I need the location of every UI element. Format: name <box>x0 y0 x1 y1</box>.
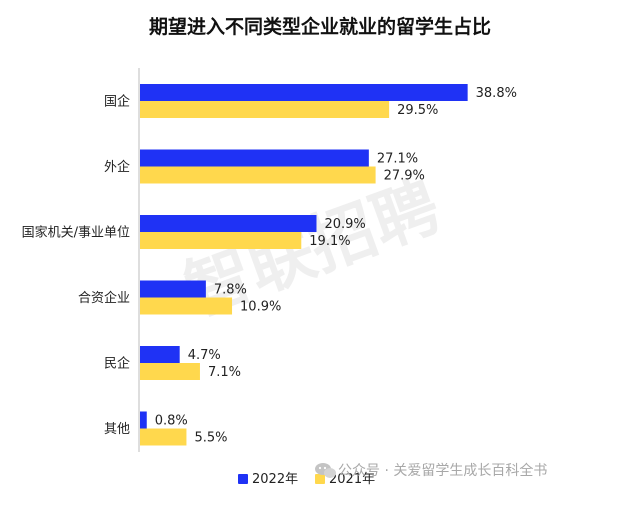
category-label: 外企 <box>104 159 130 175</box>
value-label-2022: 4.7% <box>188 348 221 363</box>
value-label-2022: 7.8% <box>214 283 247 298</box>
bar-2022 <box>140 411 147 429</box>
bar-2022 <box>140 84 468 101</box>
category-label: 合资企业 <box>78 290 130 306</box>
value-label-2021: 27.9% <box>384 169 425 184</box>
footer-source: 公众号 · 关爱留学生成长百科全书 <box>315 462 547 479</box>
legend-label-2022: 2022年 <box>252 472 298 487</box>
chart-title: 期望进入不同类型企业就业的留学生占比 <box>149 15 491 38</box>
bar-2022 <box>140 215 317 232</box>
bar-2022 <box>140 280 206 298</box>
value-label-2021: 29.5% <box>397 103 438 118</box>
value-label-2022: 0.8% <box>155 414 188 429</box>
bar-2021 <box>140 428 187 446</box>
value-label-2022: 38.8% <box>476 86 517 101</box>
legend-swatch-2022 <box>238 474 248 484</box>
bar-2021 <box>140 297 233 315</box>
bar-2021 <box>140 232 302 249</box>
wechat-icon <box>315 463 336 478</box>
value-label-2022: 27.1% <box>377 152 418 167</box>
category-label: 国家机关/事业单位 <box>22 225 130 241</box>
bars-layer <box>140 84 468 446</box>
category-label: 民企 <box>104 356 130 372</box>
value-label-2021: 5.5% <box>194 431 227 446</box>
category-label: 国企 <box>104 94 130 110</box>
legend-swatch-2021 <box>315 474 325 484</box>
bar-2021 <box>140 101 390 118</box>
footer-text: 公众号 · 关爱留学生成长百科全书 <box>338 462 547 479</box>
bar-2021 <box>140 166 376 184</box>
value-labels: 38.8% 29.5% 27.1% 27.9% 20.9% 19.1% 7.8% 10.9% 4… <box>155 86 517 446</box>
legend-label-2021: 2021年 <box>329 472 375 487</box>
legend: 2022年 2021年 <box>238 472 375 487</box>
bar-2021 <box>140 363 200 380</box>
value-label-2022: 20.9% <box>324 217 365 232</box>
value-label-2021: 19.1% <box>309 234 350 249</box>
value-label-2021: 10.9% <box>240 300 281 315</box>
bar-2022 <box>140 346 180 363</box>
category-label: 其他 <box>104 422 130 437</box>
bar-2022 <box>140 149 369 167</box>
value-label-2021: 7.1% <box>208 365 241 380</box>
